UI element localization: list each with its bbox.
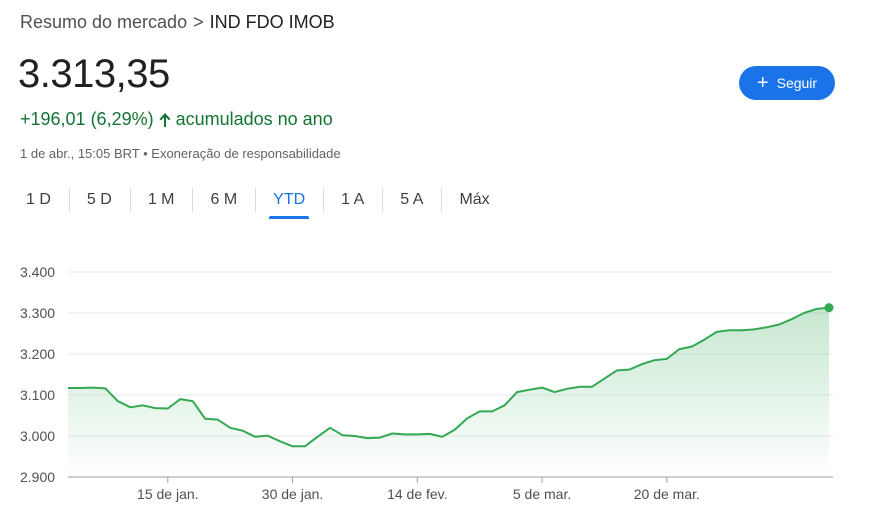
- tab-1m[interactable]: 1 M: [129, 186, 193, 216]
- breadcrumb-current: IND FDO IMOB: [209, 12, 335, 32]
- tab-5a[interactable]: 5 A: [382, 186, 441, 216]
- x-tick-label: 15 de jan.: [137, 486, 199, 502]
- series-line: [68, 306, 830, 448]
- y-tick-label: 3.000: [20, 428, 55, 444]
- tab-ytd[interactable]: YTD: [255, 186, 323, 219]
- price-chart[interactable]: 3.400 3.300 3.200 3.100 3.000 2.900 15 de jan.…: [0, 250, 873, 514]
- current-price: 3.313,35: [18, 52, 170, 96]
- y-tick-label: 3.100: [20, 387, 55, 403]
- arrow-up-icon: [159, 112, 171, 127]
- x-tick-label: 30 de jan.: [262, 486, 324, 502]
- y-tick-label: 3.300: [20, 305, 55, 321]
- breadcrumb-separator: >: [193, 12, 204, 32]
- price-change: +196,01 (6,29%) acumulados no ano: [20, 109, 333, 130]
- quote-meta: 1 de abr., 15:05 BRT • Exoneração de res…: [20, 146, 341, 161]
- y-tick-label: 3.400: [20, 264, 55, 280]
- price-change-value: +196,01 (6,29%): [20, 109, 154, 129]
- x-tick-label: 20 de mar.: [634, 486, 700, 502]
- y-tick-label: 2.900: [20, 469, 55, 485]
- tab-1a[interactable]: 1 A: [323, 186, 382, 216]
- y-tick-label: 3.200: [20, 346, 55, 362]
- follow-button[interactable]: + Seguir: [739, 66, 835, 100]
- tab-5d[interactable]: 5 D: [68, 186, 130, 216]
- tab-6m[interactable]: 6 M: [192, 186, 255, 216]
- x-tick-label: 14 de fev.: [387, 486, 447, 502]
- series-area: [68, 307, 829, 477]
- tab-1d[interactable]: 1 D: [26, 191, 51, 208]
- time-range-tabs: 1 D 5 D 1 M 6 M YTD 1 A 5 A Máx: [8, 186, 508, 219]
- plus-icon: +: [756, 72, 769, 94]
- last-point-marker: [824, 303, 834, 313]
- breadcrumb-parent-link[interactable]: Resumo do mercado: [20, 12, 188, 32]
- follow-button-label: Seguir: [776, 75, 818, 91]
- price-change-suffix: acumulados no ano: [175, 109, 333, 129]
- tab-max[interactable]: Máx: [441, 186, 507, 216]
- breadcrumb: Resumo do mercado > IND FDO IMOB: [20, 12, 335, 33]
- x-tick-label: 5 de mar.: [513, 486, 571, 502]
